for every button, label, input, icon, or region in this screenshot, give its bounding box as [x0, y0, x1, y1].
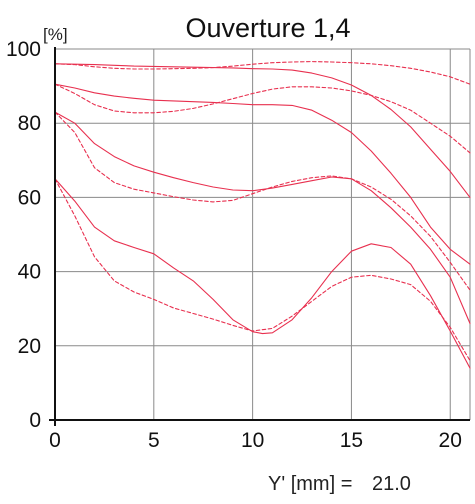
y-tick-label-20: 20 — [18, 335, 41, 358]
focal-length-label: Y' [mm] = — [268, 473, 352, 495]
series-line-5-solid — [54, 111, 471, 325]
y-tick-label-0: 0 — [29, 409, 41, 432]
series-line-7-solid — [54, 178, 471, 369]
series-layer — [54, 61, 471, 369]
y-tick-label-100: 100 — [6, 38, 41, 61]
series-line-4-dashed — [54, 83, 471, 154]
focal-length-value: 21.0 — [372, 473, 411, 495]
x-tick-label-20: 20 — [439, 429, 462, 452]
axis-layer: 0 20 40 60 80 100 0 5 10 15 20 — [6, 38, 470, 452]
x-tick-label-15: 15 — [340, 429, 363, 452]
series-line-8-dashed — [54, 178, 471, 362]
y-axis-unit-label: [%] — [43, 25, 68, 44]
y-tick-label-80: 80 — [18, 112, 41, 135]
chart-title: Ouverture 1,4 — [185, 13, 350, 43]
x-tick-label-0: 0 — [49, 429, 61, 452]
x-tick-label-5: 5 — [148, 429, 160, 452]
series-line-2-dashed — [54, 61, 471, 85]
series-line-3-solid — [54, 83, 471, 265]
grid-layer — [55, 48, 471, 420]
y-tick-label-60: 60 — [18, 186, 41, 209]
y-tick-label-40: 40 — [18, 261, 41, 284]
series-line-6-dashed — [54, 111, 471, 291]
x-tick-label-10: 10 — [241, 429, 264, 452]
series-line-1-solid — [54, 63, 471, 198]
